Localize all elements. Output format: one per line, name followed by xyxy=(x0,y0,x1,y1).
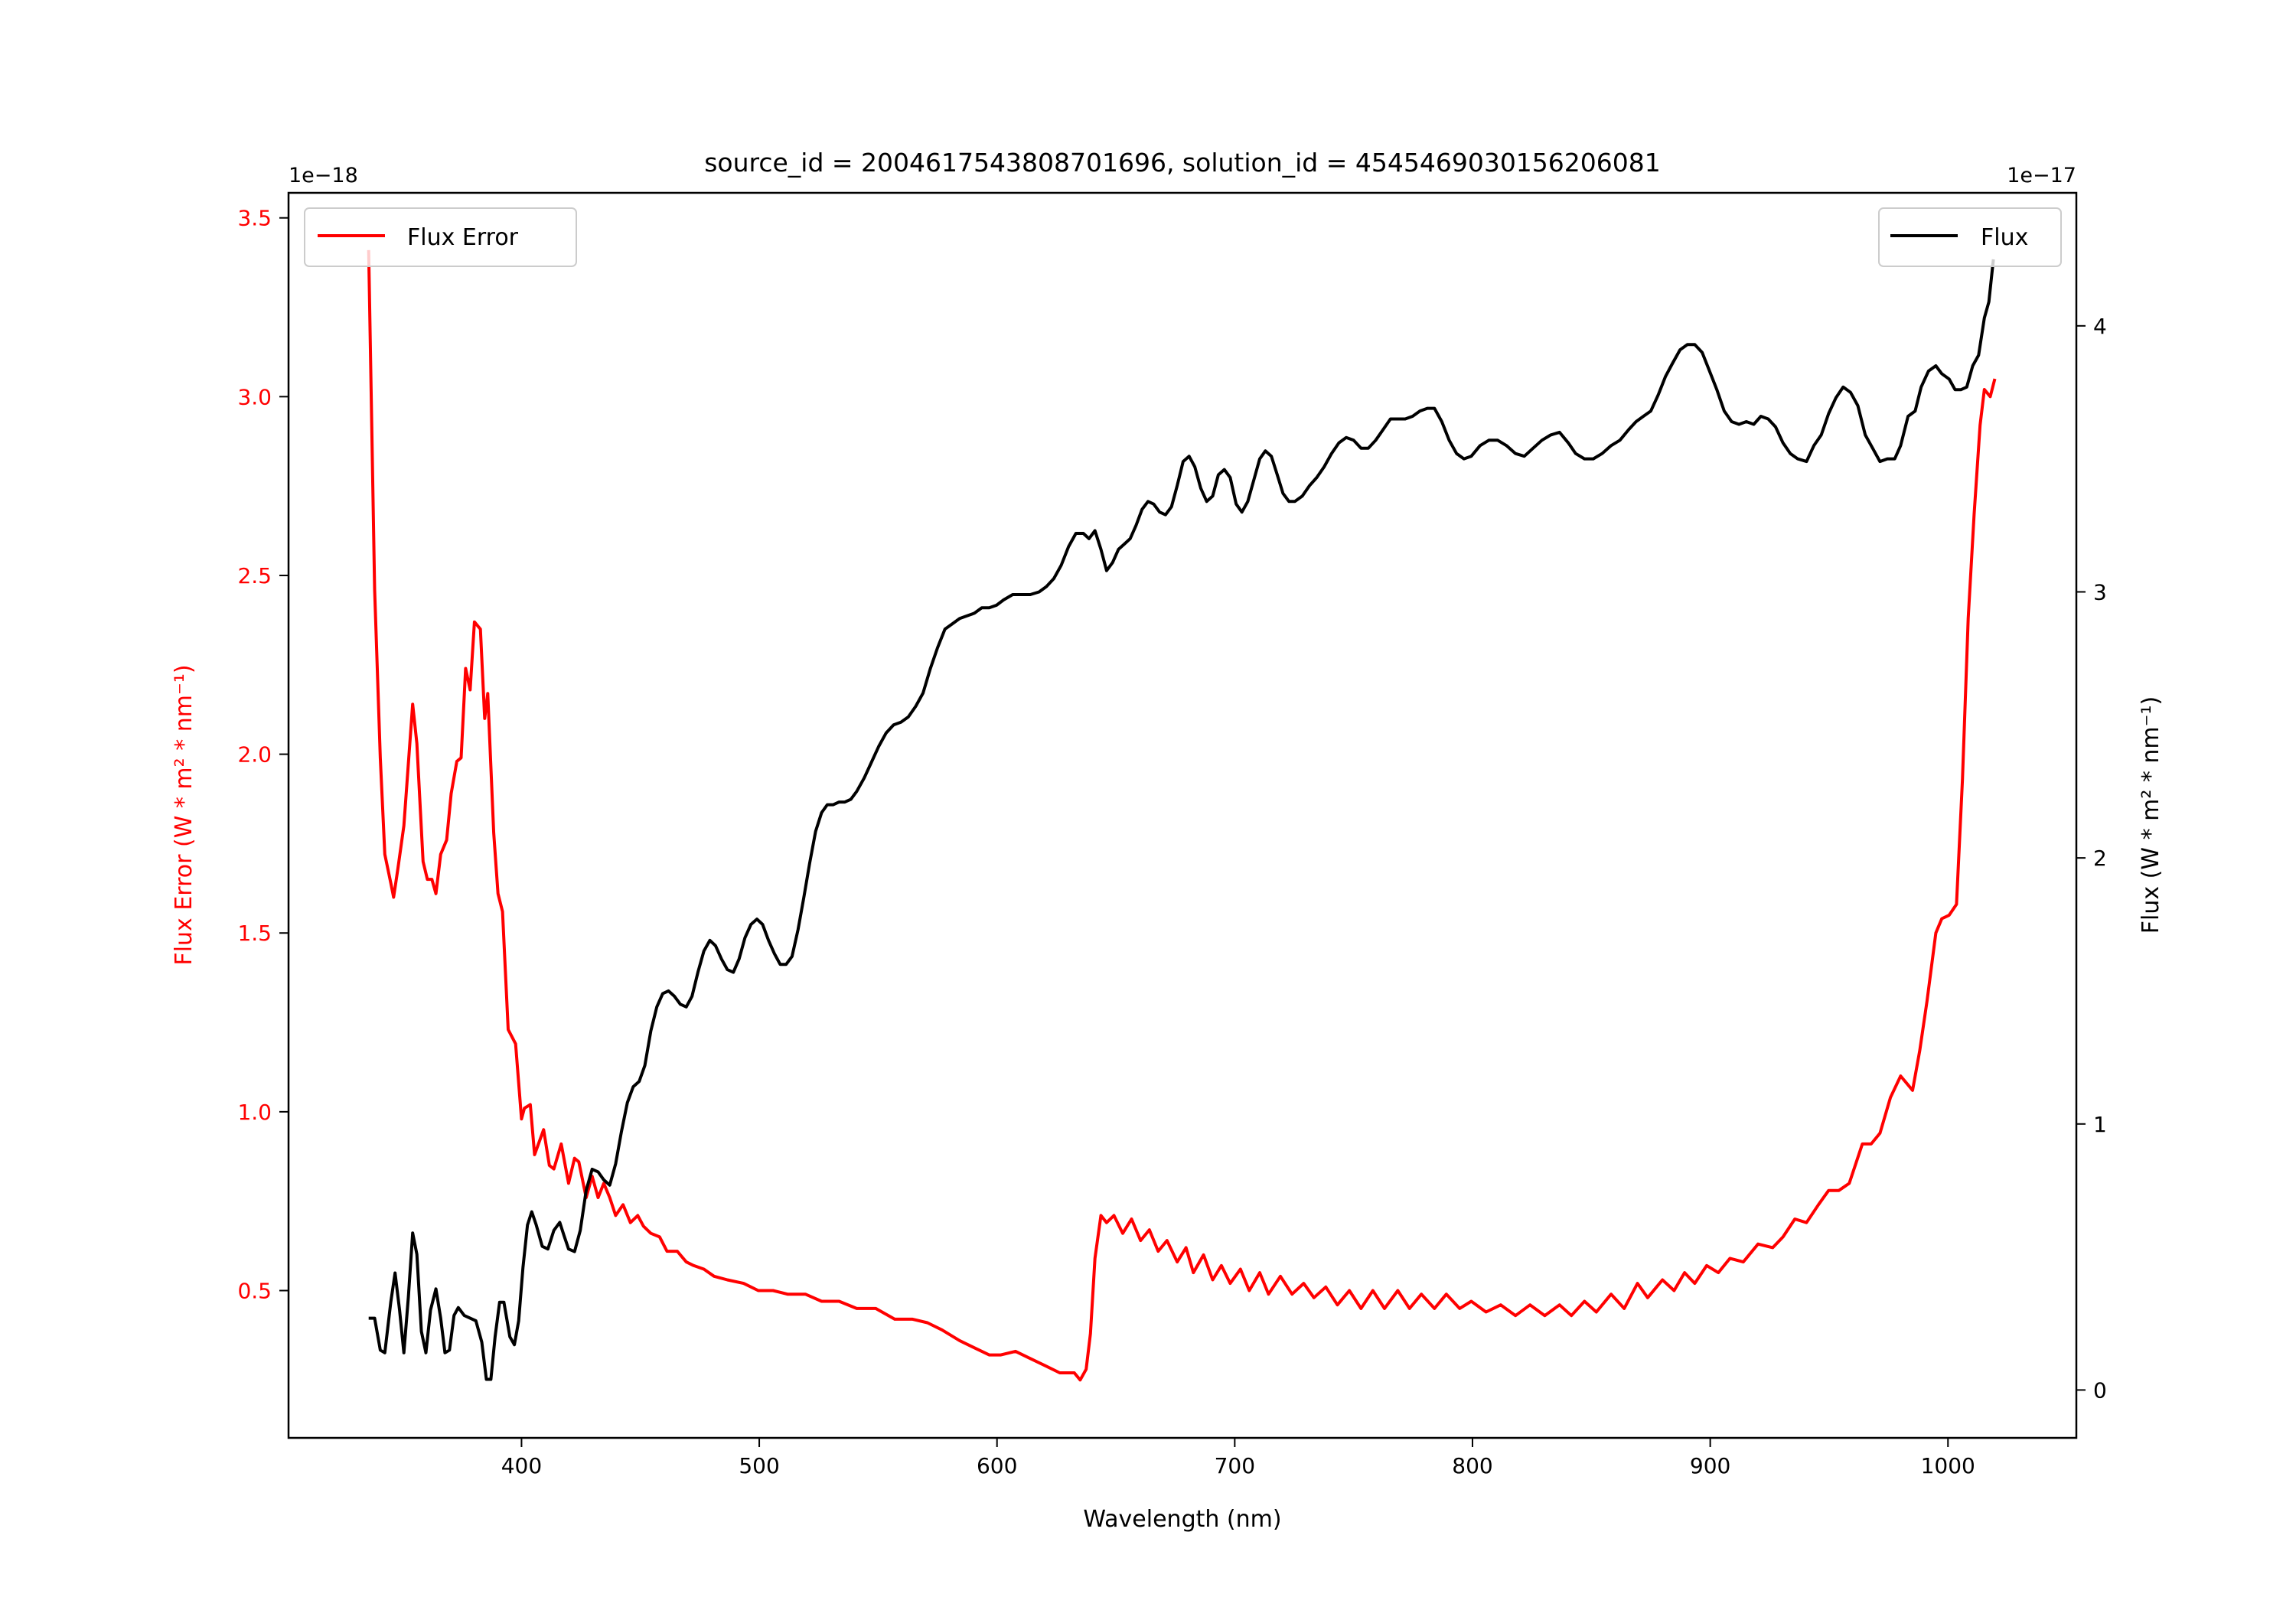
right-y-tick-label: 4 xyxy=(2093,314,2107,339)
x-axis-label: Wavelength (nm) xyxy=(1083,1506,1281,1533)
x-tick-label: 500 xyxy=(739,1453,779,1478)
x-tick-label: 700 xyxy=(1215,1453,1255,1478)
left-y-tick-label: 3.0 xyxy=(237,384,272,409)
series-line-flux xyxy=(368,259,1995,1381)
right-y-tick-label: 0 xyxy=(2093,1377,2107,1403)
left-y-tick-label: 1.5 xyxy=(237,921,272,946)
axes-frame xyxy=(287,191,2078,1439)
legend-label-flux-error: Flux Error xyxy=(407,224,519,251)
x-tick-label: 800 xyxy=(1452,1453,1492,1478)
right-y-tick-label: 1 xyxy=(2093,1112,2107,1137)
ticks: 400 500 600 700 800 900 1000 0.5 1.0 1.5 2.0 2.5 3.0… xyxy=(237,206,2106,1478)
x-tick-label: 900 xyxy=(1690,1453,1730,1478)
chart-title: source_id = 2004617543808701696, solutio… xyxy=(704,148,1661,178)
left-y-tick-label: 3.5 xyxy=(237,206,272,231)
right-y-axis-label: Flux (W * m² * nm⁻¹) xyxy=(2138,696,2164,934)
right-y-tick-label: 3 xyxy=(2093,579,2107,605)
left-y-tick-label: 1.0 xyxy=(237,1100,272,1125)
left-y-tick-label: 0.5 xyxy=(237,1278,272,1303)
plot-area xyxy=(367,249,1997,1382)
legend-label-flux: Flux xyxy=(1981,224,2028,251)
x-tick-label: 1000 xyxy=(1921,1453,1975,1478)
left-y-tick-label: 2.5 xyxy=(237,563,272,588)
series-line-flux-error xyxy=(367,249,1997,1382)
left-offset-label: 1e−18 xyxy=(289,164,358,187)
left-y-tick-label: 2.0 xyxy=(237,742,272,768)
legend-flux: Flux xyxy=(1878,207,2062,267)
x-tick-label: 600 xyxy=(977,1453,1017,1478)
right-offset-label: 1e−17 xyxy=(2007,164,2076,187)
x-tick-label: 400 xyxy=(501,1453,542,1478)
legend-flux-error: Flux Error xyxy=(304,207,577,267)
left-y-axis-label: Flux Error (W * m² * nm⁻¹) xyxy=(171,664,197,965)
right-y-tick-label: 2 xyxy=(2093,846,2107,871)
